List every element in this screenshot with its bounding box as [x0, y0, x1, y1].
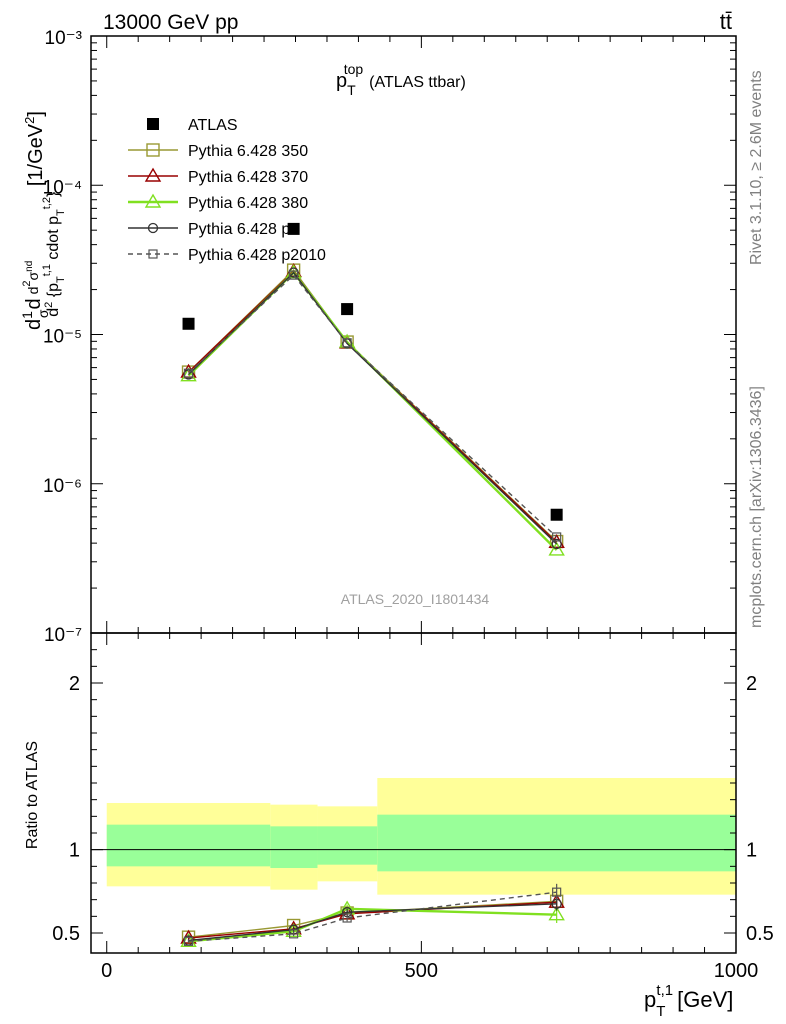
data-point — [289, 270, 299, 280]
band-inner-3 — [377, 814, 736, 872]
legend-marker — [148, 249, 158, 259]
data-point — [551, 538, 562, 550]
main-axis-ticks — [91, 36, 737, 634]
band-inner-1 — [270, 826, 318, 868]
plot-title: pTtop(ATLAS ttbar) — [336, 61, 466, 98]
series-line — [187, 270, 558, 551]
band-inner-2 — [317, 826, 378, 865]
legend-entry-pythia-6-428-p2010: Pythia 6.428 p2010 — [128, 247, 326, 264]
rivet-label: Rivet 3.1.10, ≥ 2.6M events — [748, 70, 765, 265]
ratio-point — [548, 906, 565, 921]
legend: ATLAS Pythia 6.428 350 Pythia 6.428 370 Pyt… — [128, 117, 326, 264]
legend-label: Pythia 6.428 370 — [188, 169, 308, 186]
legend-entry-atlas: ATLAS — [147, 117, 238, 134]
ratio-point — [289, 929, 299, 939]
main-y-tick-label: 10⁻⁷ — [44, 625, 82, 646]
data-point — [548, 541, 565, 556]
legend-entry-pythia-6-428-350: Pythia 6.428 350 — [128, 143, 308, 160]
main-y-tick-label: 10⁻⁶ — [43, 476, 82, 497]
ratio-point — [552, 887, 562, 897]
main-y-tick-label: 10⁻³ — [45, 28, 83, 49]
ratio-point — [342, 913, 352, 923]
series-pythia-6-428-p2010 — [183, 270, 562, 542]
ratio-y-tick-label-right: 2 — [746, 673, 757, 695]
main-data-series — [180, 222, 565, 556]
series-line — [188, 274, 558, 538]
ratio-y-tick-label-right: 0.5 — [746, 923, 774, 945]
data-point — [342, 338, 352, 348]
legend-marker — [147, 118, 159, 130]
data-point — [287, 222, 300, 235]
x-axis-label: pTt,1 [GeV] — [644, 982, 733, 1020]
legend-label: Pythia 6.428 350 — [188, 143, 308, 160]
process-label: tt̄ — [720, 9, 732, 34]
ratio-line — [188, 907, 557, 943]
svg-text:pTt,1[GeV]: pTt,1 [GeV] — [644, 982, 733, 1020]
tick-labels: 10⁻⁷ 10⁻⁶ 10⁻⁵ 10⁻⁴ 10⁻³ 0 500 1000 0.5 0.5 1 1 2 2 — [43, 28, 774, 982]
series-pythia-6-428-350 — [181, 263, 564, 549]
legend-entry-pythia-6-428-380: Pythia 6.428 380 — [128, 193, 308, 212]
series-line — [188, 270, 558, 543]
ratio-line — [188, 901, 557, 939]
data-point — [550, 508, 563, 521]
data-point — [341, 303, 354, 316]
data-point — [183, 368, 194, 378]
ratio-series-pythia-6-428-p2010 — [183, 883, 562, 946]
main-y-tick-label: 10⁻⁵ — [43, 327, 82, 348]
series-pythia-6-428-p0 — [183, 267, 562, 550]
legend-marker — [146, 143, 160, 157]
ratio-y-tick-label: 1 — [69, 840, 80, 862]
legend-entry-pythia-6-428-p0: Pythia 6.428 p0 — [128, 221, 299, 238]
ratio-uncertainty-bands — [106, 778, 736, 895]
main-y-axis-label: d1σd d2σndd2 {pTt,1 cdot pTt,2} [1/GeV2] — [19, 111, 67, 330]
legend-entry-pythia-6-428-370: Pythia 6.428 370 — [128, 167, 308, 186]
ratio-data-series — [180, 883, 565, 948]
ratio-y-tick-label-right: 1 — [746, 840, 757, 862]
ratio-line — [188, 891, 557, 943]
legend-marker — [147, 222, 159, 234]
ratio-y-tick-label: 2 — [69, 673, 80, 695]
series-atlas — [182, 222, 563, 521]
legend-label: Pythia 6.428 p2010 — [188, 247, 326, 264]
ratio-point — [183, 936, 194, 946]
legend-label: Pythia 6.428 p0 — [188, 221, 299, 238]
x-tick-label: 0 — [101, 960, 112, 982]
ratio-series-pythia-6-428-380 — [180, 900, 565, 948]
ratio-y-tick-label: 0.5 — [52, 923, 80, 945]
ratio-axis-ticks — [91, 633, 737, 953]
series-pythia-6-428-370 — [180, 262, 565, 549]
data-point — [182, 317, 195, 330]
energy-label: 13000 GeV pp — [103, 11, 238, 34]
series-pythia-6-428-380 — [180, 264, 565, 556]
legend-label: ATLAS — [188, 117, 238, 134]
ratio-panel-frame — [90, 632, 737, 954]
legend-marker — [144, 193, 162, 208]
analysis-label: ATLAS_2020_I1801434 — [341, 591, 490, 607]
band-inner-0 — [106, 824, 271, 867]
legend-label: Pythia 6.428 380 — [188, 195, 308, 212]
svg-text:d1σd d2σndd2 {pTt,1 cdot pTt,2: d1σd d2σndd2 {pTt,1 cdot pTt,2} [1/GeV2] — [19, 111, 67, 330]
ratio-line — [188, 903, 557, 942]
main-y-tick-label: 10⁻⁴ — [43, 177, 82, 198]
x-tick-label: 1000 — [714, 960, 759, 982]
series-line — [188, 271, 558, 545]
data-point — [552, 532, 562, 542]
ratio-y-axis-label: Ratio to ATLAS — [24, 741, 41, 849]
x-tick-label: 500 — [405, 960, 438, 982]
legend-marker — [144, 167, 162, 182]
series-line — [188, 269, 558, 543]
mcplots-label: mcplots.cern.ch [arXiv:1306.3436] — [748, 386, 765, 628]
